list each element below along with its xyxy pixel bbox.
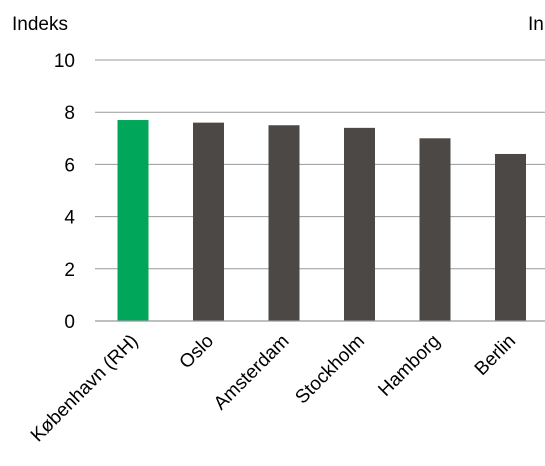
bar bbox=[193, 122, 224, 321]
y-tick-label: 2 bbox=[64, 260, 75, 281]
y-tick-label: 6 bbox=[64, 155, 75, 176]
y-tick-label: 8 bbox=[64, 103, 75, 124]
x-tick-label: Berlin bbox=[471, 331, 520, 380]
secondary-y-axis-title: In bbox=[528, 14, 544, 35]
x-tick-label: Oslo bbox=[176, 331, 218, 373]
bar bbox=[419, 138, 451, 321]
y-tick-label: 10 bbox=[54, 51, 75, 72]
x-tick-label: Amsterdam bbox=[210, 331, 294, 415]
bar bbox=[268, 125, 300, 321]
x-tick-label: Hamborg bbox=[374, 331, 444, 401]
x-tick-label: Stockholm bbox=[291, 331, 369, 409]
x-tick-label: København (RH) bbox=[27, 331, 143, 447]
y-axis-title: Indeks bbox=[12, 14, 68, 35]
y-tick-label: 4 bbox=[64, 208, 75, 229]
bar bbox=[117, 120, 149, 321]
bar bbox=[495, 153, 526, 321]
y-tick-label: 0 bbox=[64, 312, 75, 333]
bar bbox=[344, 127, 375, 321]
